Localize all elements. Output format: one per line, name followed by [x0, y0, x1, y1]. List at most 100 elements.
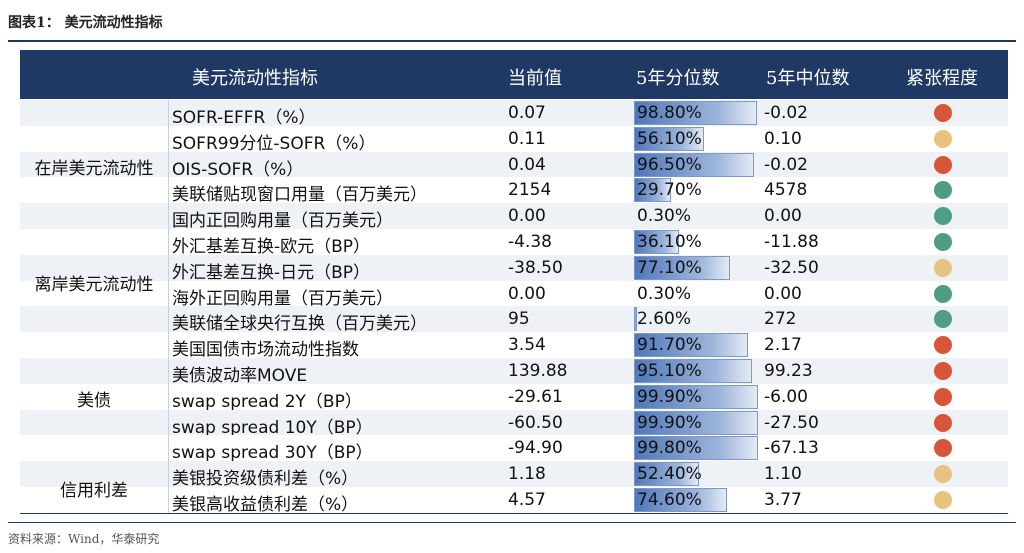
- median-value: 272: [764, 309, 797, 330]
- percentile-bar: [634, 307, 638, 332]
- current-value: -94.90: [508, 438, 563, 459]
- percentile-bar: [634, 333, 748, 358]
- column-separator: [168, 100, 169, 229]
- current-value: -38.50: [508, 257, 563, 278]
- percentile-value: 96.50%: [637, 154, 702, 175]
- percentile-bar: [634, 384, 758, 409]
- percentile-bar-track: 98.80%: [634, 101, 758, 125]
- table-row: swap spread 2Y（BP） -29.61 99.90% -6.00: [168, 384, 1008, 412]
- indicator-name: SOFR99分位-SOFR（%）: [172, 133, 376, 154]
- row-background: [20, 177, 1008, 204]
- tension-indicator-green: [934, 284, 952, 303]
- row-background: [20, 409, 1008, 436]
- tension-indicator-red: [934, 104, 952, 122]
- percentile-value: 95.10%: [637, 361, 702, 381]
- column-separator: [168, 332, 169, 462]
- indicator-name: 美国国债市场流动性指数: [172, 340, 359, 361]
- percentile-value: 74.60%: [637, 490, 702, 510]
- percentile-bar-track: 77.10%: [634, 255, 758, 280]
- median-value: 0.00: [764, 206, 802, 227]
- tension-indicator-green: [934, 181, 952, 200]
- indicator-name: swap spread 10Y（BP）: [172, 417, 373, 438]
- indicator-name: 国内正回购用量（百万美元）: [172, 211, 393, 232]
- percentile-value: 99.90%: [637, 386, 702, 407]
- indicator-name: 美银投资级债利差（%）: [172, 469, 359, 490]
- header-median: 5年中位数: [766, 68, 850, 89]
- indicator-name: 美联储贴现窗口用量（百万美元）: [172, 185, 427, 206]
- tension-indicator-yellow: [934, 258, 952, 277]
- tension-indicator-red: [934, 387, 952, 406]
- percentile-value: 29.70%: [637, 180, 702, 201]
- percentile-bar-track: 99.90%: [634, 410, 758, 435]
- percentile-value: 77.10%: [637, 257, 702, 278]
- table-row: swap spread 30Y（BP） -94.90 99.80% -67.13: [168, 435, 1008, 464]
- table-row: SOFR99分位-SOFR（%） 0.11 56.10% 0.10: [168, 126, 1008, 154]
- table-row: SOFR-EFFR（%） 0.07 98.80% -0.02: [168, 100, 1008, 128]
- group-label: 美债: [77, 390, 111, 411]
- percentile-bar-track: 36.10%: [634, 230, 758, 254]
- tension-indicator-green: [934, 207, 952, 226]
- current-value: 3.54: [508, 335, 546, 356]
- median-value: -6.00: [764, 386, 808, 407]
- percentile-bar-track: 74.60%: [634, 488, 758, 512]
- table-row: 美国国债市场流动性指数 3.54 91.70% 2.17: [168, 332, 1008, 361]
- tension-indicator-yellow: [934, 491, 952, 509]
- tension-indicator-red: [934, 439, 952, 458]
- table-row: 海外正回购用量（百万美元） 0.00 0.30% 0.00: [168, 281, 1008, 309]
- median-value: 3.77: [764, 490, 802, 510]
- tension-indicator-green: [934, 233, 952, 251]
- current-value: 1.18: [508, 464, 546, 485]
- median-value: -27.50: [764, 412, 819, 433]
- median-value: -0.02: [764, 103, 808, 123]
- indicator-name: swap spread 30Y（BP）: [172, 443, 373, 464]
- percentile-value: 99.80%: [637, 438, 702, 459]
- row-background: [20, 306, 1008, 333]
- indicator-name: 美联储全球央行互换（百万美元）: [172, 314, 427, 335]
- footer-rule: [8, 522, 1016, 523]
- table-row: 外汇基差互换-欧元（BP） -4.38 36.10% -11.88: [168, 229, 1008, 257]
- median-value: -32.50: [764, 257, 819, 278]
- table-header: 美元流动性指标 当前值 5年分位数 5年中位数 紧张程度: [20, 50, 1008, 99]
- header-tension: 紧张程度: [906, 68, 978, 89]
- percentile-bar-track: 0.30%: [634, 282, 758, 306]
- indicator-name: SOFR-EFFR（%）: [172, 108, 316, 128]
- indicator-name: 美银高收益债利差（%）: [172, 495, 359, 515]
- percentile-bar: [634, 436, 758, 461]
- table-row: 美银投资级债利差（%） 1.18 52.40% 1.10: [168, 461, 1008, 490]
- row-background: [20, 100, 1008, 126]
- group-label: 离岸美元流动性: [34, 274, 154, 295]
- table-row: 美银高收益债利差（%） 4.57 74.60% 3.77: [168, 487, 1008, 515]
- percentile-bar: [634, 410, 758, 435]
- percentile-bar: [634, 462, 699, 487]
- percentile-value: 91.70%: [637, 335, 702, 356]
- percentile-bar: [634, 255, 730, 280]
- percentile-value: 2.60%: [637, 309, 692, 330]
- indicator-name: 海外正回购用量（百万美元）: [172, 288, 393, 309]
- source-note: 资料来源：Wind，华泰研究: [8, 532, 160, 546]
- current-value: 139.88: [508, 361, 568, 381]
- percentile-value: 52.40%: [637, 464, 702, 485]
- group-label: 在岸美元流动性: [34, 158, 154, 179]
- group-label: 信用利差: [60, 481, 128, 501]
- percentile-value: 99.90%: [637, 412, 702, 433]
- percentile-bar: [634, 152, 754, 177]
- median-value: -67.13: [764, 438, 819, 459]
- tension-indicator-green: [934, 310, 952, 329]
- tension-indicator-yellow: [934, 129, 952, 148]
- current-value: 2154: [508, 180, 552, 201]
- percentile-bar: [634, 230, 679, 254]
- indicator-name: 美债波动率MOVE: [172, 366, 308, 386]
- row-background: [20, 151, 1008, 178]
- tension-indicator-red: [934, 155, 952, 174]
- table-row: 外汇基差互换-日元（BP） -38.50 77.10% -32.50: [168, 255, 1008, 283]
- percentile-bar: [634, 178, 671, 203]
- percentile-bar-track: 0.30%: [634, 204, 758, 228]
- table-row: 美联储贴现窗口用量（百万美元） 2154 29.70% 4578: [168, 177, 1008, 206]
- percentile-bar: [634, 126, 704, 151]
- percentile-bar-track: 99.80%: [634, 436, 758, 461]
- median-value: 0.00: [764, 283, 802, 304]
- header-indicator: 美元流动性指标: [192, 68, 318, 89]
- percentile-bar-track: 29.70%: [634, 178, 758, 203]
- row-background: [20, 203, 1008, 230]
- median-value: 4578: [764, 180, 808, 201]
